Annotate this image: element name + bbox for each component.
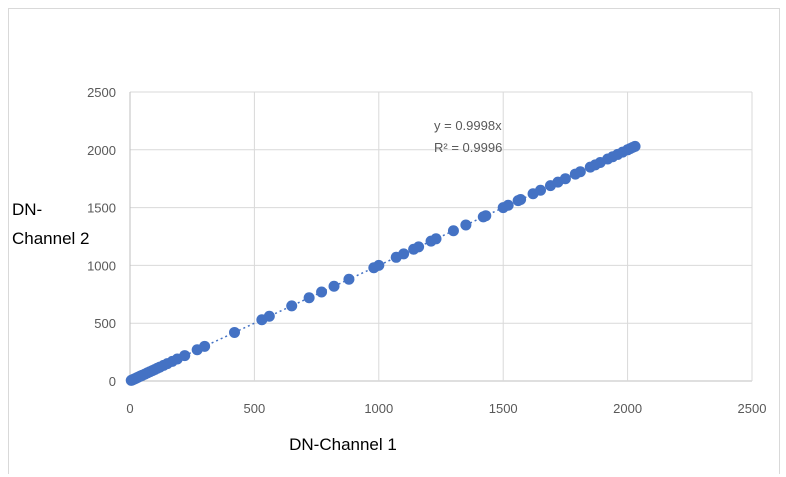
data-point: [430, 233, 442, 245]
data-point: [179, 350, 191, 362]
r-squared-label: R² = 0.9996: [434, 140, 502, 155]
data-point: [502, 199, 514, 211]
y-tick-label: 2000: [87, 143, 116, 158]
y-axis-title-line-1: DN-: [12, 200, 42, 219]
data-point: [398, 248, 410, 260]
x-tick-label: 0: [126, 401, 133, 416]
data-point: [447, 225, 459, 237]
data-point: [373, 259, 385, 271]
data-point: [413, 241, 425, 253]
x-tick-labels: 0 500 1000 1500 2000 2500: [126, 401, 766, 416]
y-tick-labels: 0 500 1000 1500 2000 2500: [87, 85, 116, 389]
y-tick-label: 1000: [87, 258, 116, 273]
x-tick-label: 2500: [738, 401, 767, 416]
data-point: [515, 194, 527, 206]
data-point: [343, 273, 355, 285]
data-point: [316, 286, 328, 298]
x-tick-label: 2000: [613, 401, 642, 416]
data-point: [263, 310, 275, 322]
y-axis-title-line-2: Channel 2: [12, 229, 90, 248]
data-points: [125, 140, 641, 386]
data-point: [535, 184, 547, 196]
data-point: [460, 219, 472, 231]
data-point: [303, 292, 315, 304]
chart-area: [8, 8, 780, 474]
x-axis-title: DN-Channel 1: [289, 435, 397, 454]
y-tick-label: 2500: [87, 85, 116, 100]
x-tick-label: 1500: [489, 401, 518, 416]
gridlines: [129, 91, 753, 382]
data-point: [559, 173, 571, 185]
trendline-equation: y = 0.9998x: [434, 118, 502, 133]
data-point: [328, 280, 340, 292]
data-point: [574, 166, 586, 178]
data-point: [228, 326, 240, 338]
data-point: [286, 300, 298, 312]
x-tick-label: 1000: [364, 401, 393, 416]
y-tick-label: 500: [94, 316, 116, 331]
y-tick-label: 1500: [87, 201, 116, 216]
data-point: [629, 140, 641, 152]
y-tick-label: 0: [109, 374, 116, 389]
x-tick-label: 500: [244, 401, 266, 416]
data-point: [199, 340, 211, 352]
data-point: [480, 210, 492, 222]
